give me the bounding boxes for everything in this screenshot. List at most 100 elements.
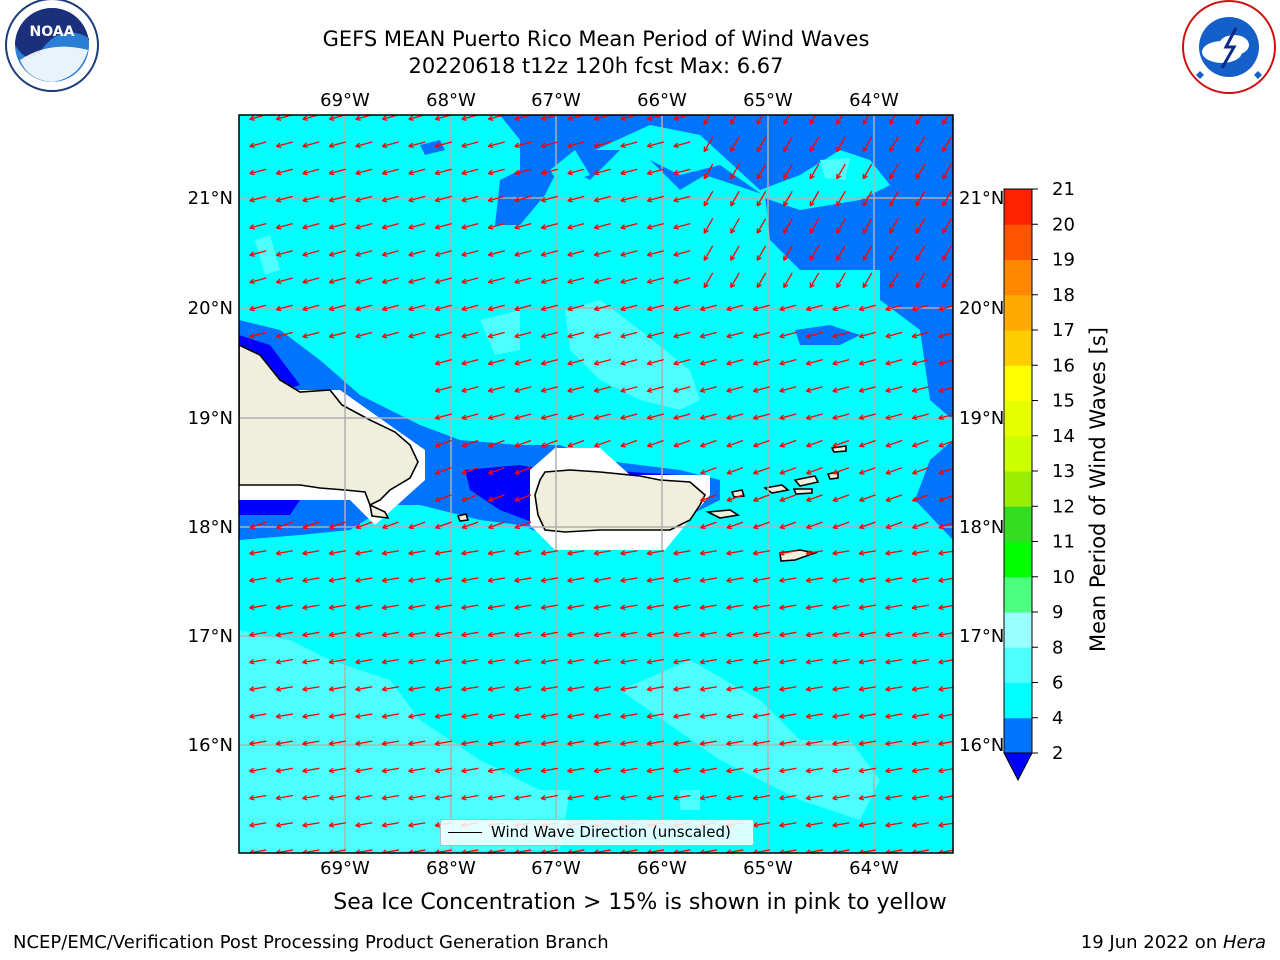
- wind-arrow: [567, 767, 585, 772]
- wind-arrow-head: [726, 523, 733, 530]
- wind-arrow: [541, 168, 558, 175]
- wind-arrow: [302, 713, 320, 718]
- wind-arrow: [276, 195, 293, 202]
- wind-arrow-head: [836, 200, 842, 207]
- wind-arrow-head: [249, 115, 255, 121]
- wind-arrow: [488, 467, 505, 475]
- wind-arrow: [514, 767, 532, 772]
- wind-arrow: [915, 163, 926, 180]
- wind-arrow: [567, 577, 585, 582]
- wind-arrow-head: [540, 604, 547, 611]
- wind-arrow-head: [275, 822, 282, 828]
- wind-arrow: [726, 577, 744, 582]
- colorbar-swatch: [1004, 189, 1032, 225]
- wind-arrow-head: [858, 387, 865, 393]
- wind-arrow: [541, 195, 558, 202]
- wind-arrow: [912, 740, 929, 745]
- wind-arrow-head: [567, 442, 574, 448]
- wind-arrow-head: [461, 115, 467, 121]
- wind-arrow-head: [540, 224, 547, 230]
- wind-arrow: [249, 822, 267, 827]
- wind-arrow: [912, 304, 929, 311]
- wind-arrow: [620, 195, 638, 202]
- wind-arrow: [779, 358, 797, 365]
- wind-arrow-head: [249, 224, 255, 230]
- wind-arrow: [620, 658, 638, 664]
- wind-arrow: [647, 713, 664, 718]
- wind-arrow: [806, 604, 823, 609]
- wind-arrow: [862, 163, 873, 180]
- wind-arrow: [620, 222, 638, 229]
- wind-arrow-head: [752, 360, 759, 366]
- wind-arrow: [249, 331, 267, 338]
- wind-arrow-head: [514, 686, 520, 692]
- wind-arrow-head: [832, 713, 838, 719]
- wind-arrow: [435, 604, 452, 609]
- wind-arrow-head: [858, 414, 865, 421]
- wind-arrow-head: [915, 282, 921, 289]
- wind-arrow-head: [408, 767, 414, 774]
- wind-arrow-head: [487, 115, 494, 121]
- wind-arrow: [249, 250, 267, 256]
- wind-arrow: [753, 713, 770, 718]
- wind-arrow: [809, 136, 820, 152]
- wind-arrow-head: [408, 604, 414, 611]
- colorbar-swatch: [1004, 612, 1032, 648]
- wind-arrow: [514, 195, 532, 202]
- wind-arrow: [249, 713, 267, 718]
- wind-arrow: [461, 794, 479, 800]
- lon-tick-label: 66°W: [637, 858, 687, 879]
- wind-arrow: [647, 168, 664, 175]
- wind-arrow: [912, 713, 929, 718]
- wind-arrow: [912, 604, 929, 609]
- wind-arrow: [435, 658, 452, 664]
- wind-arrow: [912, 822, 929, 827]
- wind-arrow-head: [806, 523, 812, 530]
- wind-arrow-head: [699, 360, 706, 366]
- wind-arrow: [594, 358, 611, 365]
- wind-arrow: [408, 250, 426, 256]
- wind-arrow: [541, 386, 558, 392]
- wind-arrow-head: [461, 251, 467, 257]
- wind-arrow-head: [461, 740, 467, 747]
- wind-arrow-head: [858, 740, 865, 747]
- wind-arrow: [673, 304, 691, 311]
- wind-arrow-head: [783, 200, 789, 207]
- wind-arrow: [859, 658, 876, 664]
- wind-arrow-head: [355, 658, 361, 665]
- wind-arrow-head: [540, 794, 547, 801]
- wind-arrow: [514, 577, 532, 582]
- wind-arrow: [276, 141, 293, 148]
- wind-arrow-head: [461, 169, 467, 176]
- wind-arrow-head: [885, 740, 891, 747]
- wind-arrow: [541, 658, 558, 664]
- lat-tick-label: 16°N: [188, 735, 233, 756]
- wind-arrow: [832, 658, 850, 664]
- wind-arrow-head: [700, 523, 706, 530]
- wind-arrow: [836, 190, 846, 207]
- wind-arrow-head: [540, 196, 547, 203]
- wind-arrow: [249, 195, 267, 202]
- wind-arrow-head: [249, 713, 255, 719]
- wind-arrow-head: [328, 305, 335, 312]
- wind-arrow: [435, 195, 452, 202]
- wind-arrow: [885, 413, 903, 420]
- wind-arrow: [461, 686, 479, 691]
- colorbar-tick-label: 21: [1052, 179, 1075, 200]
- wind-arrow-head: [646, 196, 653, 203]
- lat-tick-label: 17°N: [188, 626, 233, 647]
- wind-arrow: [382, 250, 399, 256]
- wind-arrow: [461, 195, 479, 202]
- wind-arrow-head: [752, 794, 759, 801]
- wind-arrow: [753, 767, 770, 772]
- wind-arrow-head: [514, 577, 520, 583]
- wind-arrow-head: [942, 282, 948, 289]
- wind-arrow-head: [752, 604, 759, 611]
- wind-arrow-head: [938, 387, 944, 393]
- wind-arrow-head: [911, 414, 918, 421]
- wind-arrow-head: [752, 577, 759, 583]
- wind-arrow: [461, 439, 479, 447]
- wind-arrow: [382, 521, 399, 529]
- wind-arrow: [673, 358, 691, 365]
